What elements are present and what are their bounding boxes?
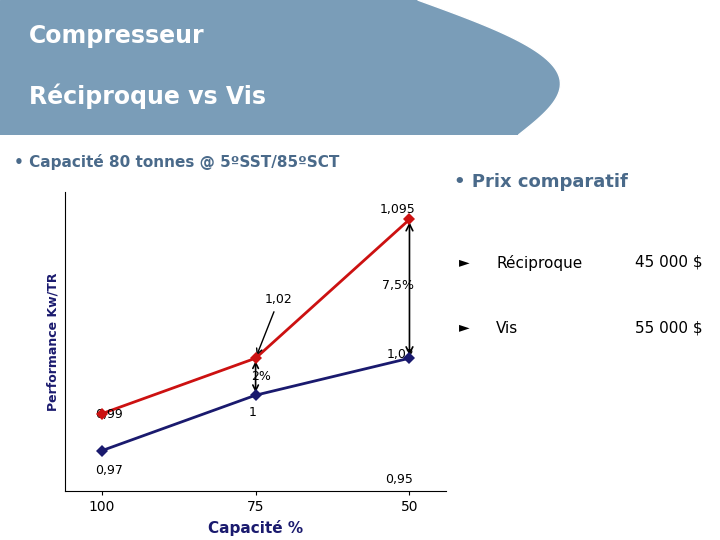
Text: Réciproque vs Vis: Réciproque vs Vis bbox=[29, 84, 266, 109]
Text: • Prix comparatif: • Prix comparatif bbox=[454, 173, 627, 191]
Text: 0,97: 0,97 bbox=[96, 464, 123, 477]
Text: ►: ► bbox=[459, 321, 469, 335]
Y-axis label: Performance Kw/TR: Performance Kw/TR bbox=[46, 272, 59, 411]
Text: Réciproque: Réciproque bbox=[496, 255, 582, 271]
X-axis label: Capacité %: Capacité % bbox=[208, 520, 303, 536]
Text: Vis: Vis bbox=[496, 321, 518, 335]
Text: 1,02: 1,02 bbox=[387, 348, 415, 361]
Text: 1,02: 1,02 bbox=[256, 293, 292, 354]
Polygon shape bbox=[418, 0, 720, 135]
Text: ►: ► bbox=[459, 255, 469, 269]
Text: 1: 1 bbox=[248, 406, 256, 419]
Text: 0,99: 0,99 bbox=[96, 408, 123, 421]
Text: 0,95: 0,95 bbox=[384, 473, 413, 486]
Text: 1,095: 1,095 bbox=[380, 202, 415, 216]
Text: 55 000 $: 55 000 $ bbox=[635, 321, 703, 335]
Text: 7,5%: 7,5% bbox=[382, 279, 415, 292]
Text: Compresseur: Compresseur bbox=[29, 24, 204, 48]
Text: 45 000 $: 45 000 $ bbox=[635, 255, 703, 270]
Text: 2%: 2% bbox=[251, 370, 271, 383]
Text: • Capacité 80 tonnes @ 5ºSST/85ºSCT: • Capacité 80 tonnes @ 5ºSST/85ºSCT bbox=[14, 154, 339, 170]
